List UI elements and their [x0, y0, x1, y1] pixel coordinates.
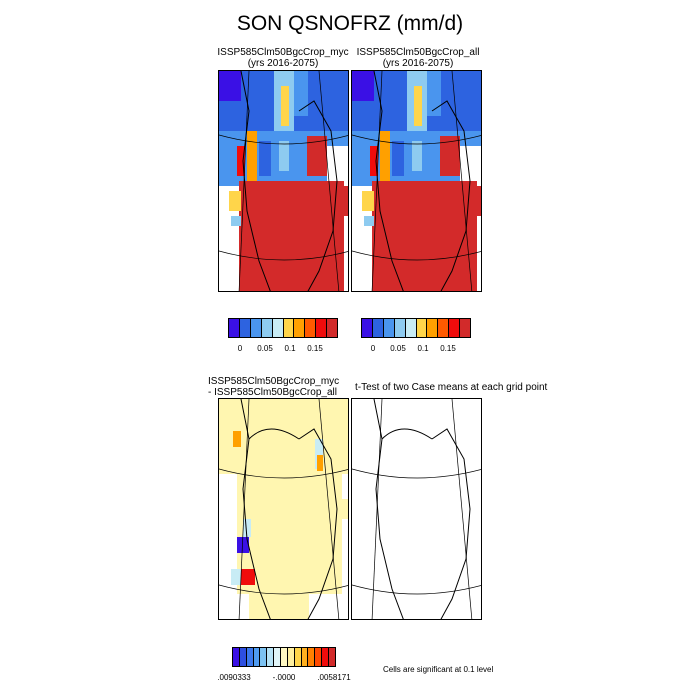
colorbar-myc-tick: 0.1	[284, 344, 296, 353]
colorbar-all-tick: 0.15	[440, 344, 456, 353]
panel-title-all-line2: (yrs 2016-2075)	[382, 58, 454, 69]
colorbar-diff-tick: .0090333	[217, 673, 251, 682]
panel-title-all: ISSP585Clm50BgcCrop_all (yrs 2016-2075)	[343, 47, 493, 69]
colorbar-all-swatch	[394, 319, 406, 337]
colorbar-myc-swatch	[261, 319, 273, 337]
colorbar-myc-swatch	[229, 319, 240, 337]
colorbar-all-swatch	[362, 319, 373, 337]
colorbar-diff	[232, 647, 336, 667]
colorbar-myc-swatch	[305, 319, 317, 337]
colorbar-diff-swatch	[322, 648, 330, 666]
map-ttest	[352, 399, 481, 619]
map-all	[352, 71, 481, 291]
colorbar-myc-swatch	[316, 319, 328, 337]
colorbar-all-swatch	[405, 319, 417, 337]
colorbar-diff-swatch	[287, 648, 295, 666]
colorbar-diff-swatch	[308, 648, 316, 666]
colorbar-all-swatch	[449, 319, 461, 337]
colorbar-all-swatch	[383, 319, 395, 337]
panel-title-diff: ISSP585Clm50BgcCrop_myc - ISSP585Clm50Bg…	[208, 376, 368, 398]
colorbar-diff-swatch	[267, 648, 275, 666]
colorbar-diff-swatch	[239, 648, 247, 666]
colorbar-myc-swatch	[327, 319, 338, 337]
colorbar-myc-tick: 0.15	[307, 344, 323, 353]
significance-note: Cells are significant at 0.1 level	[383, 665, 494, 674]
colorbar-all-swatch	[416, 319, 428, 337]
panel-title-myc: ISSP585Clm50BgcCrop_myc (yrs 2016-2075)	[208, 47, 358, 69]
colorbar-diff-swatch	[301, 648, 309, 666]
map-panel-ttest	[351, 398, 482, 620]
colorbar-all-swatch	[460, 319, 471, 337]
panel-title-myc-line1: ISSP585Clm50BgcCrop_myc	[217, 47, 349, 58]
map-panel-all	[351, 70, 482, 292]
colorbar-diff-tick: -.0000	[272, 673, 296, 682]
colorbar-all-tick: 0.1	[417, 344, 429, 353]
colorbar-diff-swatch	[329, 648, 335, 666]
colorbar-diff-swatch	[233, 648, 240, 666]
colorbar-myc-swatch	[294, 319, 306, 337]
colorbar-myc-tick: 0.05	[257, 344, 273, 353]
panel-title-diff-line2: - ISSP585Clm50BgcCrop_all	[208, 387, 337, 398]
colorbar-diff-swatch	[274, 648, 282, 666]
colorbar-diff-swatch	[315, 648, 323, 666]
colorbar-myc-swatch	[239, 319, 251, 337]
figure-title: SON QSNOFRZ (mm/d)	[236, 12, 464, 35]
panel-title-ttest: t-Test of two Case means at each grid po…	[355, 382, 548, 393]
colorbar-all-swatch	[372, 319, 384, 337]
colorbar-all	[361, 318, 471, 338]
map-panel-diff	[218, 398, 349, 620]
colorbar-myc-swatch	[272, 319, 284, 337]
colorbar-diff-swatch	[253, 648, 261, 666]
panel-title-diff-line1: ISSP585Clm50BgcCrop_myc	[208, 376, 340, 387]
colorbar-myc-tick: 0	[237, 344, 243, 353]
panel-title-all-line1: ISSP585Clm50BgcCrop_all	[356, 47, 480, 58]
colorbar-diff-tick: .0058171	[317, 673, 351, 682]
map-myc	[219, 71, 348, 291]
panel-title-myc-line2: (yrs 2016-2075)	[247, 58, 319, 69]
colorbar-diff-swatch	[260, 648, 268, 666]
colorbar-myc	[228, 318, 338, 338]
map-panel-myc	[218, 70, 349, 292]
colorbar-all-tick: 0	[370, 344, 376, 353]
colorbar-diff-swatch	[281, 648, 288, 666]
colorbar-myc-swatch	[250, 319, 262, 337]
colorbar-myc-swatch	[283, 319, 295, 337]
colorbar-all-tick: 0.05	[390, 344, 406, 353]
colorbar-all-swatch	[438, 319, 450, 337]
colorbar-diff-swatch	[294, 648, 302, 666]
colorbar-all-swatch	[427, 319, 439, 337]
colorbar-diff-swatch	[246, 648, 254, 666]
map-diff	[219, 399, 348, 619]
